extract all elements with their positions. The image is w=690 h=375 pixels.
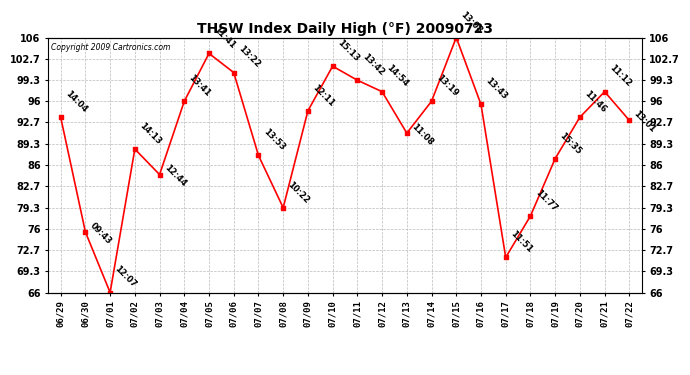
Text: 13:41: 13:41 xyxy=(187,73,213,99)
Point xyxy=(277,205,288,211)
Text: 11:77: 11:77 xyxy=(533,188,558,213)
Text: 13:42: 13:42 xyxy=(360,52,386,77)
Text: 13:53: 13:53 xyxy=(262,128,286,153)
Point xyxy=(624,117,635,123)
Text: 12:44: 12:44 xyxy=(162,163,188,189)
Text: 12:11: 12:11 xyxy=(310,82,336,108)
Point xyxy=(525,213,536,219)
Text: 11:41: 11:41 xyxy=(212,25,237,51)
Point xyxy=(154,172,165,178)
Point xyxy=(451,34,462,40)
Text: 15:13: 15:13 xyxy=(335,38,361,63)
Text: 14:13: 14:13 xyxy=(137,121,163,146)
Text: 14:54: 14:54 xyxy=(385,63,411,89)
Point xyxy=(599,89,610,95)
Text: 14:04: 14:04 xyxy=(63,89,89,114)
Point xyxy=(475,102,486,108)
Text: 11:12: 11:12 xyxy=(607,63,633,89)
Point xyxy=(500,255,511,261)
Point xyxy=(129,146,140,152)
Point xyxy=(402,130,413,136)
Text: 13:19: 13:19 xyxy=(434,73,460,99)
Text: 11:51: 11:51 xyxy=(509,229,534,255)
Point xyxy=(426,98,437,104)
Point xyxy=(327,63,338,69)
Point xyxy=(80,229,91,235)
Text: 15:35: 15:35 xyxy=(558,130,583,156)
Point xyxy=(55,114,66,120)
Text: 10:22: 10:22 xyxy=(286,180,311,205)
Point xyxy=(253,153,264,159)
Point xyxy=(377,89,388,95)
Text: 12:07: 12:07 xyxy=(113,264,138,290)
Text: 13:01: 13:01 xyxy=(632,109,658,134)
Text: 11:08: 11:08 xyxy=(410,122,435,147)
Text: 13:22: 13:22 xyxy=(237,45,262,70)
Text: Copyright 2009 Cartronics.com: Copyright 2009 Cartronics.com xyxy=(51,43,170,52)
Point xyxy=(228,70,239,76)
Point xyxy=(204,51,215,57)
Point xyxy=(179,98,190,104)
Point xyxy=(574,114,585,120)
Point xyxy=(105,290,116,296)
Text: 13:43: 13:43 xyxy=(484,76,509,102)
Text: 09:43: 09:43 xyxy=(88,221,113,246)
Point xyxy=(550,156,561,162)
Title: THSW Index Daily High (°F) 20090723: THSW Index Daily High (°F) 20090723 xyxy=(197,22,493,36)
Text: 11:46: 11:46 xyxy=(582,89,608,114)
Point xyxy=(302,108,313,114)
Point xyxy=(352,77,363,83)
Text: 13:08: 13:08 xyxy=(459,10,484,35)
